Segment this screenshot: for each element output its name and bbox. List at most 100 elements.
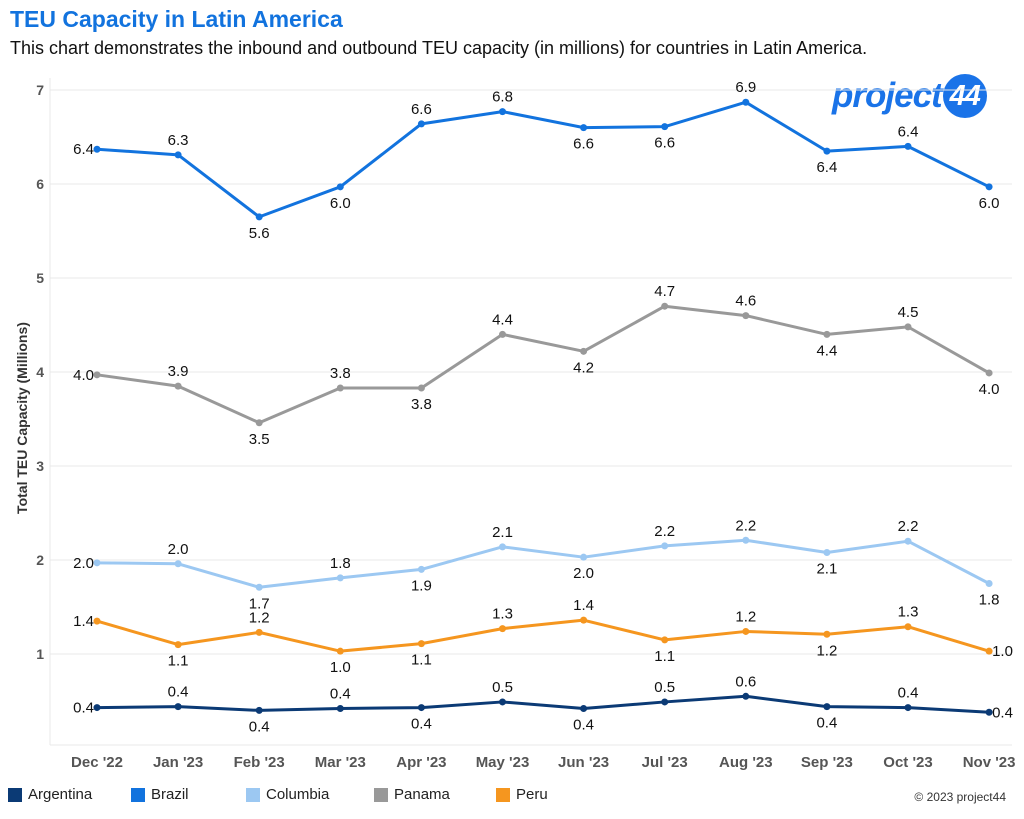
data-label: 1.0 <box>330 659 351 676</box>
data-label: 2.1 <box>816 560 837 577</box>
data-point <box>823 630 831 638</box>
x-tick-label: Mar '23 <box>315 754 366 771</box>
data-label: 0.4 <box>898 685 919 702</box>
data-point <box>661 302 669 310</box>
y-tick-label: 7 <box>36 82 44 98</box>
y-tick-label: 5 <box>36 270 44 286</box>
data-label: 4.7 <box>654 283 675 300</box>
data-label: 6.6 <box>573 136 594 153</box>
data-label: 1.1 <box>168 653 189 670</box>
data-point <box>499 330 506 338</box>
x-tick-label: Sep '23 <box>801 754 853 771</box>
data-point <box>499 543 506 551</box>
data-label: 6.4 <box>73 141 94 158</box>
data-label: 1.2 <box>816 642 837 659</box>
data-point <box>904 704 912 712</box>
data-point <box>661 698 669 706</box>
x-tick-label: Jul '23 <box>642 754 688 771</box>
x-tick-label: Apr '23 <box>396 754 446 771</box>
data-label: 0.4 <box>249 718 270 735</box>
y-tick-labels: 1 2 3 4 5 6 7 <box>36 82 44 662</box>
legend-swatch <box>374 787 388 802</box>
legend-item-peru: Peru <box>496 786 548 803</box>
series-line-panama <box>95 304 991 425</box>
logo-text: project <box>832 76 943 115</box>
x-tick-label: Nov '23 <box>963 754 1016 771</box>
data-label: 6.0 <box>979 195 1000 212</box>
x-tick-label: Aug '23 <box>719 754 773 771</box>
data-label: 0.4 <box>330 686 351 703</box>
data-point <box>174 703 182 711</box>
data-point <box>580 616 588 624</box>
data-point <box>904 537 912 545</box>
data-point <box>985 708 993 716</box>
data-label: 3.8 <box>330 365 351 382</box>
data-point <box>336 647 344 655</box>
legend-swatch <box>496 787 510 802</box>
data-point <box>580 347 588 355</box>
data-label: 0.4 <box>411 716 432 733</box>
data-point <box>742 627 750 635</box>
data-point <box>93 617 101 625</box>
data-point <box>823 330 831 338</box>
legend-item-brazil: Brazil <box>131 786 189 803</box>
legend-swatch <box>8 787 22 802</box>
data-label: 1.8 <box>330 555 351 572</box>
series-line-brazil <box>95 100 991 219</box>
data-point <box>499 108 506 116</box>
data-point <box>499 698 506 706</box>
data-label: 0.4 <box>168 684 189 701</box>
legend-item-panama: Panama <box>374 786 450 803</box>
data-point <box>93 371 101 379</box>
series-line-peru <box>95 618 991 653</box>
data-point <box>499 625 506 633</box>
data-label: 1.7 <box>249 595 270 612</box>
data-point <box>823 703 831 711</box>
data-point <box>985 580 993 587</box>
x-tick-label: May '23 <box>476 754 530 771</box>
data-point <box>580 705 588 713</box>
logo-badge: 44 <box>942 74 987 118</box>
data-label: 5.6 <box>249 225 270 242</box>
data-label: 2.2 <box>654 523 675 540</box>
data-label: 3.8 <box>411 396 432 413</box>
data-point <box>985 183 993 191</box>
data-point <box>336 574 344 582</box>
data-label: 0.4 <box>73 700 94 717</box>
data-label: 2.0 <box>168 541 189 558</box>
data-point <box>985 369 993 377</box>
legend-swatch <box>131 787 145 802</box>
data-label: 3.5 <box>249 431 270 448</box>
data-label: 1.8 <box>979 592 1000 609</box>
data-label: 4.4 <box>492 311 513 328</box>
data-label: 1.1 <box>411 652 432 669</box>
data-label: 1.3 <box>492 606 513 623</box>
data-point <box>336 705 344 713</box>
data-label: 0.4 <box>992 704 1013 721</box>
data-label: 4.6 <box>735 293 756 310</box>
data-label: 6.6 <box>654 135 675 152</box>
data-point <box>255 628 263 636</box>
data-label: 4.5 <box>898 304 919 321</box>
y-tick-label: 3 <box>36 458 44 474</box>
data-point <box>904 142 912 150</box>
data-point <box>174 641 182 649</box>
data-point <box>742 312 750 320</box>
gridlines <box>49 78 1012 746</box>
data-label: 0.4 <box>816 715 837 732</box>
legend-label: Brazil <box>151 786 189 803</box>
y-tick-label: 2 <box>36 552 44 568</box>
data-point <box>417 565 425 573</box>
copyright-text: © 2023 project44 <box>914 790 1006 804</box>
data-label: 6.8 <box>492 89 513 106</box>
data-point <box>417 704 425 712</box>
data-label: 6.3 <box>168 132 189 149</box>
x-tick-labels: Dec '22 Jan '23 Feb '23 Mar '23 Apr '23 May '… <box>71 754 1015 771</box>
data-label: 6.4 <box>898 123 919 140</box>
legend-swatch <box>246 787 260 802</box>
data-label: 6.6 <box>411 101 432 118</box>
data-point <box>417 120 425 128</box>
x-tick-label: Oct '23 <box>883 754 932 771</box>
series-line-columbia <box>95 538 991 589</box>
